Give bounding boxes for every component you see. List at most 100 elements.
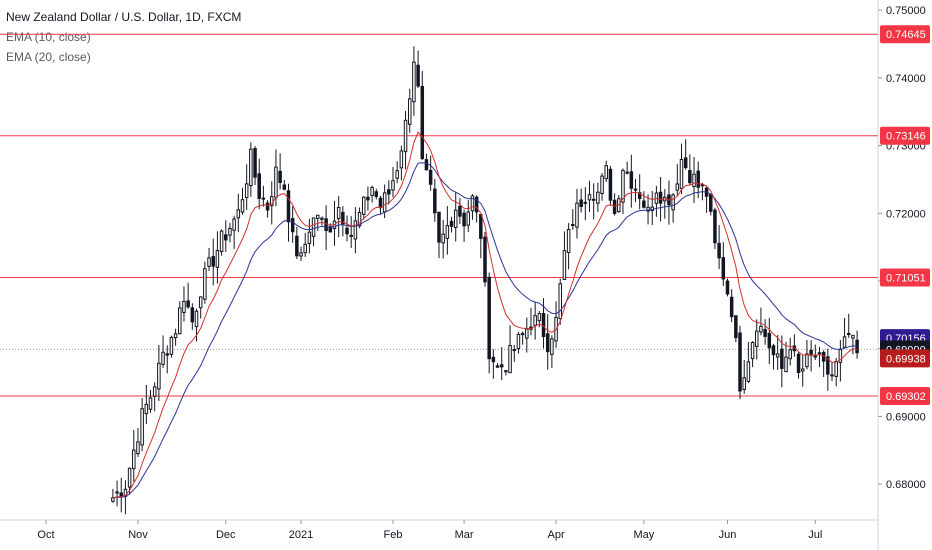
level-tag-0-bg	[880, 25, 930, 44]
candle-body	[161, 351, 165, 365]
candle-body	[458, 205, 462, 217]
candle-body	[734, 315, 738, 339]
candle-body	[700, 184, 705, 187]
candle-body	[412, 61, 416, 103]
candle-body	[290, 218, 295, 233]
candle-body	[207, 257, 211, 267]
candle-body	[759, 325, 763, 333]
candle-body	[144, 403, 149, 415]
symbol-title[interactable]: New Zealand Dollar / U.S. Dollar, 1D, FX…	[6, 10, 242, 24]
chart-legend: New Zealand Dollar / U.S. Dollar, 1D, FX…	[6, 7, 241, 67]
candle-body	[533, 315, 537, 326]
candle-body	[688, 170, 692, 184]
candle-body	[152, 386, 157, 397]
candle-body	[261, 197, 266, 200]
candle-body	[813, 355, 818, 358]
x-tick-label: Jul	[808, 529, 822, 541]
candle-body	[621, 169, 625, 203]
candle-body	[148, 397, 153, 410]
candle-body	[420, 85, 425, 160]
level-tag-3: 0.69302	[880, 386, 930, 405]
candle-body	[671, 194, 675, 211]
candle-body	[817, 352, 822, 355]
candle-body	[136, 441, 140, 455]
candle-body	[349, 234, 353, 237]
candle-body	[228, 227, 232, 236]
candle-body	[115, 491, 119, 494]
candle-body	[625, 171, 629, 174]
candle-body	[466, 211, 471, 226]
candle-body	[324, 218, 328, 231]
candle-body	[742, 377, 746, 390]
candle-body	[361, 196, 366, 215]
ema20-legend[interactable]: EMA (20, close)	[6, 50, 91, 64]
candle-body	[520, 332, 525, 336]
ema10-legend[interactable]: EMA (10, close)	[6, 30, 91, 44]
ema10-line	[112, 131, 858, 499]
candle-body	[591, 198, 596, 201]
candle-body	[658, 191, 663, 204]
candle-body	[725, 280, 730, 295]
candle-body	[729, 296, 734, 318]
candle-body	[416, 64, 420, 87]
level-tag-2-label: 0.71051	[886, 273, 926, 285]
candle-body	[441, 233, 445, 244]
level-tag-2: 0.71051	[880, 268, 930, 287]
candle-body	[437, 211, 441, 243]
candle-body	[692, 173, 696, 188]
level-tag-0: 0.74645	[880, 25, 930, 44]
candle-body	[612, 199, 617, 214]
candle-body	[508, 345, 512, 374]
candle-body	[846, 333, 851, 336]
candle-body	[771, 345, 776, 356]
candle-body	[525, 328, 529, 339]
candle-body	[378, 197, 383, 209]
candle-body	[341, 211, 345, 225]
ema-lines	[112, 131, 858, 499]
candle-body	[219, 230, 224, 252]
candle-body	[240, 199, 245, 213]
candle-body	[784, 356, 788, 373]
candle-body	[750, 342, 755, 360]
candle-body	[479, 214, 483, 239]
candle-body	[253, 148, 257, 178]
candle-body	[357, 212, 362, 227]
candle-body	[462, 212, 466, 227]
candle-body	[683, 157, 688, 169]
candle-body	[604, 165, 608, 180]
x-tick-label: May	[633, 529, 654, 541]
candle-body	[224, 234, 228, 241]
y-tick-label: 0.68000	[886, 479, 926, 491]
x-tick-label: Dec	[216, 529, 236, 541]
candle-body	[132, 449, 136, 470]
candle-body	[370, 186, 374, 196]
x-tick-label: 2021	[289, 529, 313, 541]
y-tick-label: 0.75000	[886, 5, 926, 17]
candle-body	[851, 334, 855, 339]
price-tags: 0.746450.731460.710510.693020.701560.699…	[880, 25, 930, 405]
candle-body	[646, 206, 650, 212]
candle-body	[178, 307, 182, 335]
candle-body	[834, 361, 838, 377]
level-tag-3-label: 0.69302	[886, 391, 926, 403]
candle-body	[483, 236, 487, 283]
candle-body	[754, 330, 759, 347]
candle-body	[428, 169, 433, 185]
x-tick-label: Jun	[719, 529, 737, 541]
candle-body	[830, 374, 834, 377]
candle-body	[675, 183, 680, 191]
candle-body	[311, 217, 316, 237]
level-tag-1-label: 0.73146	[886, 131, 926, 143]
candle-body	[796, 353, 801, 373]
level-lines	[0, 33, 878, 397]
candle-body	[679, 159, 684, 189]
candle-body	[190, 307, 195, 323]
candle-body	[215, 250, 220, 268]
candle-body	[470, 195, 475, 212]
candle-body	[203, 268, 207, 300]
candle-body	[307, 231, 312, 244]
candle-body	[491, 356, 496, 363]
candle-body	[746, 361, 751, 382]
candle-body	[696, 170, 700, 188]
